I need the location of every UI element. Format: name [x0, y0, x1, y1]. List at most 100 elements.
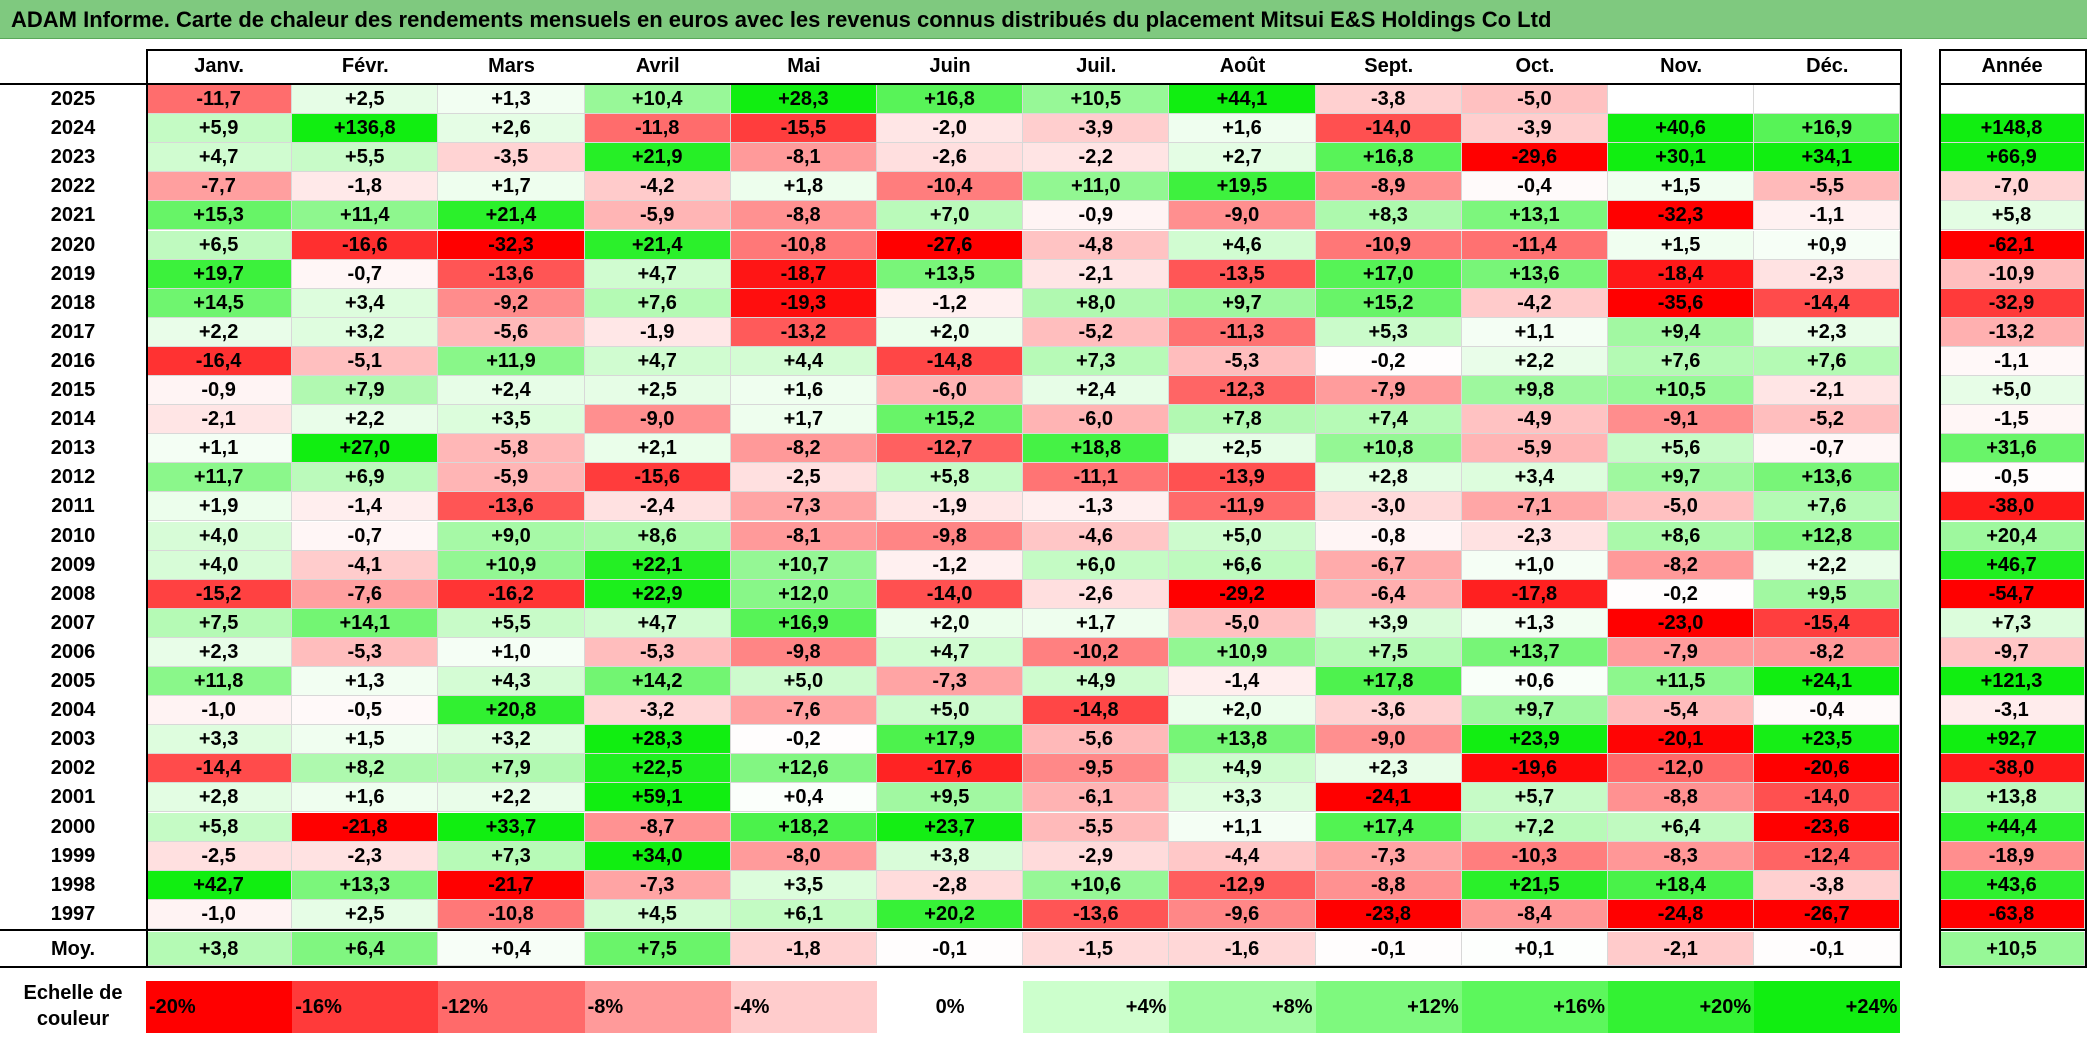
heatmap-cell: +0,9: [1754, 230, 1901, 260]
heatmap-cell: +5,0: [877, 696, 1024, 726]
heatmap-cell: -10,4: [877, 172, 1024, 202]
heatmap-cell: +4,9: [1023, 667, 1170, 697]
row-label-year: 2005: [50, 670, 96, 692]
heatmap-cell: +42,7: [146, 870, 293, 900]
heatmap-cell: +2,1: [584, 434, 731, 464]
heatmap-cell: -8,8: [730, 201, 877, 231]
heatmap-cell: +21,9: [584, 143, 731, 173]
heatmap-cell: +1,1: [146, 434, 293, 464]
heatmap-cell: +21,4: [438, 201, 585, 231]
heatmap-cell: -13,2: [730, 317, 877, 347]
heatmap-cell: -11,8: [584, 114, 731, 144]
average-cell: +0,1: [1461, 931, 1608, 966]
heatmap-cell: +1,3: [292, 667, 439, 697]
heatmap-cell: -6,0: [1023, 405, 1170, 435]
heatmap-cell: +28,3: [584, 725, 731, 755]
heatmap-cell: +4,7: [146, 143, 293, 173]
heatmap-cell: -1,9: [877, 492, 1024, 522]
heatmap-cell: -0,5: [292, 696, 439, 726]
heatmap-cell: [1754, 85, 1901, 115]
annual-cell: +92,7: [1939, 725, 2085, 755]
heatmap-cell: +1,6: [1169, 114, 1316, 144]
heatmap-cell: -8,1: [730, 143, 877, 173]
heatmap-cell: -10,3: [1461, 841, 1608, 871]
heatmap-cell: -1,0: [146, 696, 293, 726]
heatmap-cell: -5,9: [438, 463, 585, 493]
heatmap-cell: +10,6: [1023, 870, 1170, 900]
heatmap-cell: -24,8: [1608, 899, 1755, 929]
heatmap-cell: -5,0: [1608, 492, 1755, 522]
row-label-year: 2000: [50, 815, 96, 838]
average-cell: +6,4: [292, 931, 439, 966]
annual-cell: -54,7: [1939, 579, 2085, 609]
heatmap-cell: -14,8: [877, 346, 1024, 376]
heatmap-cell: +4,7: [584, 346, 731, 376]
heatmap-cell: -15,6: [584, 463, 731, 493]
heatmap-cell: -23,8: [1315, 899, 1462, 929]
heatmap-cell: +7,6: [1754, 492, 1901, 522]
heatmap-cell: -0,2: [730, 725, 877, 755]
heatmap-cell: -8,9: [1315, 172, 1462, 202]
heatmap-cell: -0,4: [1754, 696, 1901, 726]
heatmap-cell: -2,1: [1023, 259, 1170, 289]
column-header: Janv.: [194, 55, 244, 77]
color-scale-swatch: -12%: [438, 981, 585, 1033]
heatmap-cell: -9,5: [1023, 754, 1170, 784]
heatmap-cell: -5,9: [1461, 434, 1608, 464]
heatmap-cell: +3,4: [292, 288, 439, 318]
heatmap-cell: -8,2: [730, 434, 877, 464]
heatmap-cell: -5,0: [1461, 85, 1608, 115]
heatmap-cell: +1,6: [730, 376, 877, 406]
heatmap-cell: +16,8: [877, 85, 1024, 115]
annual-cell: [1939, 85, 2085, 115]
heatmap-cell: -9,6: [1169, 899, 1316, 929]
color-scale-swatch: +16%: [1461, 981, 1608, 1033]
heatmap-cell: +9,4: [1608, 317, 1755, 347]
heatmap-cell: +5,8: [877, 463, 1024, 493]
annual-cell: -38,0: [1939, 492, 2085, 522]
heatmap-cell: +7,6: [1608, 346, 1755, 376]
row-label-year: 2020: [50, 233, 96, 256]
heatmap-cell: -13,9: [1169, 463, 1316, 493]
heatmap-cell: +5,9: [146, 114, 293, 144]
column-header: Avril: [635, 55, 680, 77]
heatmap-cell: +1,3: [438, 85, 585, 115]
heatmap-cell: +33,7: [438, 812, 585, 842]
heatmap-cell: -7,3: [730, 492, 877, 522]
heatmap-cell: -12,4: [1754, 841, 1901, 871]
heatmap-cell: +2,2: [1754, 550, 1901, 580]
average-cell: -0,1: [1754, 931, 1901, 966]
heatmap-cell: +17,4: [1315, 812, 1462, 842]
color-scale-swatch: +24%: [1754, 981, 1901, 1033]
heatmap-cell: +7,9: [292, 376, 439, 406]
heatmap-cell: -2,2: [1023, 143, 1170, 173]
heatmap-cell: +10,8: [1315, 434, 1462, 464]
heatmap-cell: -32,3: [1608, 201, 1755, 231]
heatmap-cell: +2,0: [877, 608, 1024, 638]
annual-cell: -9,7: [1939, 637, 2085, 667]
heatmap-cell: +5,5: [292, 143, 439, 173]
heatmap-cell: +7,2: [1461, 812, 1608, 842]
heatmap-cell: -5,5: [1023, 812, 1170, 842]
heatmap-cell: +7,6: [584, 288, 731, 318]
heatmap-cell: -4,2: [1461, 288, 1608, 318]
heatmap-cell: -0,8: [1315, 521, 1462, 551]
color-scale-swatch: +12%: [1315, 981, 1462, 1033]
heatmap-cell: +7,3: [438, 841, 585, 871]
annual-cell: -38,0: [1939, 754, 2085, 784]
annual-cell: -0,5: [1939, 463, 2085, 493]
heatmap-cell: +1,5: [1608, 230, 1755, 260]
chart-title: ADAM Informe. Carte de chaleur des rende…: [11, 7, 1552, 32]
row-label-year: 2022: [50, 175, 96, 198]
heatmap-cell: -1,2: [877, 288, 1024, 318]
heatmap-cell: +18,8: [1023, 434, 1170, 464]
heatmap-cell: -3,8: [1315, 85, 1462, 115]
heatmap-cell: -4,8: [1023, 230, 1170, 260]
heatmap-cell: +2,3: [1315, 754, 1462, 784]
heatmap-cell: +13,1: [1461, 201, 1608, 231]
average-cell: -1,8: [730, 931, 877, 966]
column-header: Nov.: [1660, 55, 1703, 77]
annual-cell: +44,4: [1939, 812, 2085, 842]
row-label-year: 2009: [50, 553, 96, 576]
heatmap-cell: +2,0: [877, 317, 1024, 347]
